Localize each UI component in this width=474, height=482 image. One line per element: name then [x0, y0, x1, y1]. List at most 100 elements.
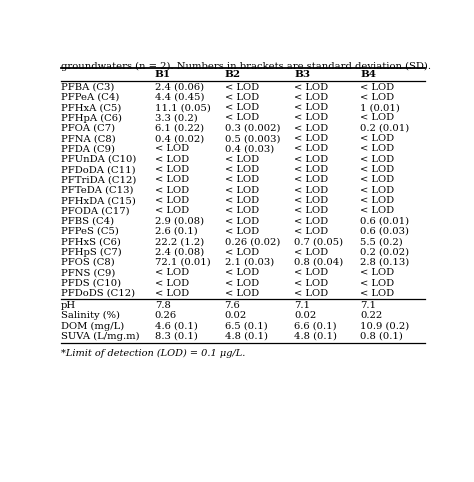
Text: < LOD: < LOD [155, 206, 189, 215]
Text: PFNA (C8): PFNA (C8) [61, 134, 116, 143]
Text: PFDA (C9): PFDA (C9) [61, 145, 115, 153]
Text: B3: B3 [294, 70, 310, 79]
Text: 2.1 (0.03): 2.1 (0.03) [225, 258, 274, 267]
Text: < LOD: < LOD [294, 186, 328, 195]
Text: < LOD: < LOD [294, 155, 328, 164]
Text: < LOD: < LOD [225, 196, 259, 205]
Text: PFDS (C10): PFDS (C10) [61, 279, 121, 288]
Text: < LOD: < LOD [225, 248, 259, 256]
Text: 4.4 (0.45): 4.4 (0.45) [155, 93, 204, 102]
Text: Salinity (%): Salinity (%) [61, 311, 120, 321]
Text: < LOD: < LOD [225, 82, 259, 92]
Text: PFUnDA (C10): PFUnDA (C10) [61, 155, 137, 164]
Text: PFDoDS (C12): PFDoDS (C12) [61, 289, 135, 298]
Text: 0.26: 0.26 [155, 311, 177, 321]
Text: PFHxS (C6): PFHxS (C6) [61, 237, 121, 246]
Text: < LOD: < LOD [360, 196, 394, 205]
Text: < LOD: < LOD [360, 113, 394, 122]
Text: < LOD: < LOD [225, 227, 259, 236]
Text: PFHpS (C7): PFHpS (C7) [61, 248, 122, 257]
Text: < LOD: < LOD [225, 206, 259, 215]
Text: < LOD: < LOD [360, 145, 394, 153]
Text: 0.5 (0.003): 0.5 (0.003) [225, 134, 280, 143]
Text: 2.4 (0.06): 2.4 (0.06) [155, 82, 204, 92]
Text: < LOD: < LOD [225, 186, 259, 195]
Text: < LOD: < LOD [294, 134, 328, 143]
Text: 2.9 (0.08): 2.9 (0.08) [155, 217, 204, 226]
Text: PFOS (C8): PFOS (C8) [61, 258, 115, 267]
Text: 7.1: 7.1 [294, 301, 310, 310]
Text: PFTriDA (C12): PFTriDA (C12) [61, 175, 137, 185]
Text: 5.5 (0.2): 5.5 (0.2) [360, 237, 403, 246]
Text: PFBS (C4): PFBS (C4) [61, 217, 114, 226]
Text: PFHpA (C6): PFHpA (C6) [61, 113, 122, 122]
Text: 0.02: 0.02 [294, 311, 317, 321]
Text: 22.2 (1.2): 22.2 (1.2) [155, 237, 204, 246]
Text: 0.6 (0.01): 0.6 (0.01) [360, 217, 410, 226]
Text: B2: B2 [225, 70, 241, 79]
Text: < LOD: < LOD [360, 289, 394, 298]
Text: groundwaters (n = 2). Numbers in brackets are standard deviation (SD).: groundwaters (n = 2). Numbers in bracket… [61, 62, 431, 71]
Text: 10.9 (0.2): 10.9 (0.2) [360, 321, 410, 331]
Text: 0.8 (0.04): 0.8 (0.04) [294, 258, 344, 267]
Text: PFODA (C17): PFODA (C17) [61, 206, 130, 215]
Text: PFTeDA (C13): PFTeDA (C13) [61, 186, 134, 195]
Text: < LOD: < LOD [294, 113, 328, 122]
Text: < LOD: < LOD [225, 103, 259, 112]
Text: 0.4 (0.03): 0.4 (0.03) [225, 145, 274, 153]
Text: 4.8 (0.1): 4.8 (0.1) [225, 332, 267, 341]
Text: < LOD: < LOD [360, 268, 394, 277]
Text: 0.2 (0.02): 0.2 (0.02) [360, 248, 410, 256]
Text: 8.3 (0.1): 8.3 (0.1) [155, 332, 198, 341]
Text: 0.26 (0.02): 0.26 (0.02) [225, 237, 280, 246]
Text: 7.1: 7.1 [360, 301, 376, 310]
Text: < LOD: < LOD [360, 134, 394, 143]
Text: 72.1 (0.01): 72.1 (0.01) [155, 258, 210, 267]
Text: *Limit of detection (LOD) = 0.1 μg/L.: *Limit of detection (LOD) = 0.1 μg/L. [61, 348, 246, 358]
Text: < LOD: < LOD [294, 279, 328, 288]
Text: < LOD: < LOD [294, 82, 328, 92]
Text: < LOD: < LOD [155, 155, 189, 164]
Text: < LOD: < LOD [155, 279, 189, 288]
Text: < LOD: < LOD [225, 93, 259, 102]
Text: pH: pH [61, 301, 76, 310]
Text: < LOD: < LOD [155, 289, 189, 298]
Text: < LOD: < LOD [360, 93, 394, 102]
Text: < LOD: < LOD [294, 217, 328, 226]
Text: < LOD: < LOD [294, 227, 328, 236]
Text: 0.22: 0.22 [360, 311, 383, 321]
Text: PFHxA (C5): PFHxA (C5) [61, 103, 121, 112]
Text: < LOD: < LOD [294, 124, 328, 133]
Text: < LOD: < LOD [155, 196, 189, 205]
Text: < LOD: < LOD [360, 186, 394, 195]
Text: 0.6 (0.03): 0.6 (0.03) [360, 227, 410, 236]
Text: < LOD: < LOD [225, 165, 259, 174]
Text: 2.6 (0.1): 2.6 (0.1) [155, 227, 198, 236]
Text: PFNS (C9): PFNS (C9) [61, 268, 116, 277]
Text: 6.1 (0.22): 6.1 (0.22) [155, 124, 204, 133]
Text: 11.1 (0.05): 11.1 (0.05) [155, 103, 210, 112]
Text: 1 (0.01): 1 (0.01) [360, 103, 401, 112]
Text: PFHxDA (C15): PFHxDA (C15) [61, 196, 136, 205]
Text: PFDoDA (C11): PFDoDA (C11) [61, 165, 136, 174]
Text: 4.6 (0.1): 4.6 (0.1) [155, 321, 198, 331]
Text: < LOD: < LOD [294, 165, 328, 174]
Text: PFPeA (C4): PFPeA (C4) [61, 93, 119, 102]
Text: < LOD: < LOD [155, 145, 189, 153]
Text: < LOD: < LOD [294, 248, 328, 256]
Text: PFOA (C7): PFOA (C7) [61, 124, 115, 133]
Text: < LOD: < LOD [225, 175, 259, 185]
Text: 0.2 (0.01): 0.2 (0.01) [360, 124, 410, 133]
Text: 6.5 (0.1): 6.5 (0.1) [225, 321, 267, 331]
Text: 0.4 (0.02): 0.4 (0.02) [155, 134, 204, 143]
Text: < LOD: < LOD [360, 82, 394, 92]
Text: B1: B1 [155, 70, 171, 79]
Text: < LOD: < LOD [155, 165, 189, 174]
Text: < LOD: < LOD [294, 175, 328, 185]
Text: SUVA (L/mg.m): SUVA (L/mg.m) [61, 332, 140, 341]
Text: < LOD: < LOD [225, 289, 259, 298]
Text: < LOD: < LOD [225, 279, 259, 288]
Text: < LOD: < LOD [225, 268, 259, 277]
Text: < LOD: < LOD [225, 217, 259, 226]
Text: < LOD: < LOD [155, 268, 189, 277]
